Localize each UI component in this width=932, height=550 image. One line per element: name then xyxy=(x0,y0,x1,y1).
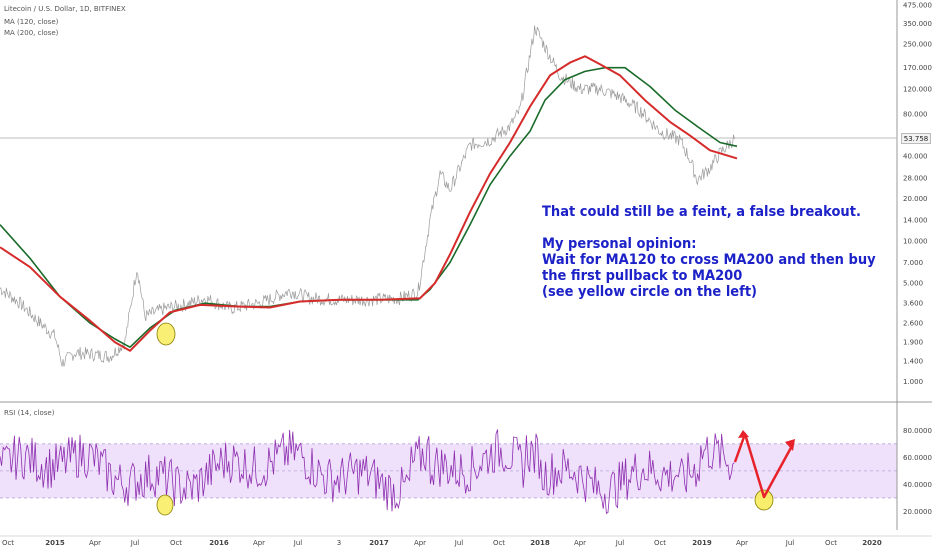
price-tick-label: 170.000 xyxy=(903,64,932,72)
time-tick-label: Jul xyxy=(293,539,303,547)
projection-arrow xyxy=(733,432,795,499)
price-tick-label: 1.900 xyxy=(903,339,923,347)
rsi-highlight-circle-left xyxy=(156,494,174,516)
time-tick-label: Oct xyxy=(493,539,505,547)
ma120-legend[interactable]: MA (120, close) xyxy=(4,18,59,26)
price-line xyxy=(0,25,735,367)
highlight-circle xyxy=(156,322,176,346)
rsi-highlight-circle-right xyxy=(754,489,774,511)
time-tick-label: 2020 xyxy=(862,539,882,547)
price-tick-label: 40.000 xyxy=(903,153,928,161)
time-tick-label: Oct xyxy=(2,539,14,547)
annotation-text: That could still be a feint, a false bre… xyxy=(542,204,876,300)
time-tick-label: Oct xyxy=(825,539,837,547)
price-tick-label: 1.400 xyxy=(903,357,923,365)
time-tick-label: 2015 xyxy=(45,539,65,547)
price-tick-label: 28.000 xyxy=(903,174,928,182)
time-tick-label: Apr xyxy=(89,539,101,547)
price-tick-label: 2.600 xyxy=(903,320,923,328)
rsi-tick-label: 80.0000 xyxy=(903,427,932,435)
time-tick-label: Oct xyxy=(170,539,182,547)
price-tick-label: 475.000 xyxy=(903,2,932,10)
price-tick-label: 10.000 xyxy=(903,237,928,245)
price-tick-label: 250.000 xyxy=(903,41,932,49)
time-tick-label: Jul xyxy=(615,539,625,547)
ma200-legend[interactable]: MA (200, close) xyxy=(4,29,59,37)
arrow-peak-icon xyxy=(738,430,749,438)
rsi-line xyxy=(0,429,735,515)
rsi-tick-label: 20.0000 xyxy=(903,508,932,516)
time-tick-label: Oct xyxy=(654,539,666,547)
time-tick-label: 2018 xyxy=(530,539,550,547)
rsi-tick-label: 40.0000 xyxy=(903,481,932,489)
rsi-tick-label: 60.0000 xyxy=(903,454,932,462)
arrow-head-icon xyxy=(785,439,795,451)
price-tick-label: 120.000 xyxy=(903,86,932,94)
ma200-line xyxy=(0,55,738,352)
time-tick-label: 3 xyxy=(337,539,341,547)
price-tick-label: 3.600 xyxy=(903,300,923,308)
price-tick-label: 14.000 xyxy=(903,217,928,225)
price-tick-label: 350.000 xyxy=(903,20,932,28)
time-tick-label: 2017 xyxy=(369,539,389,547)
last-price-tag: 53.758 xyxy=(901,133,931,144)
time-tick-label: Apr xyxy=(414,539,426,547)
time-tick-label: 2016 xyxy=(209,539,229,547)
time-tick-label: Jul xyxy=(454,539,464,547)
price-tick-label: 80.000 xyxy=(903,110,928,118)
rsi-legend[interactable]: RSI (14, close) xyxy=(4,409,55,417)
time-tick-label: Apr xyxy=(574,539,586,547)
price-tick-label: 5.000 xyxy=(903,280,923,288)
time-tick-label: Jul xyxy=(785,539,795,547)
time-tick-label: Jul xyxy=(130,539,140,547)
price-tick-label: 1.000 xyxy=(903,378,923,386)
time-tick-label: Apr xyxy=(253,539,265,547)
symbol-label: Litecoin / U.S. Dollar, 1D, BITFINEX xyxy=(4,5,126,13)
price-tick-label: 7.000 xyxy=(903,259,923,267)
time-tick-label: Apr xyxy=(736,539,748,547)
time-tick-label: 2019 xyxy=(692,539,712,547)
price-tick-label: 20.000 xyxy=(903,195,928,203)
